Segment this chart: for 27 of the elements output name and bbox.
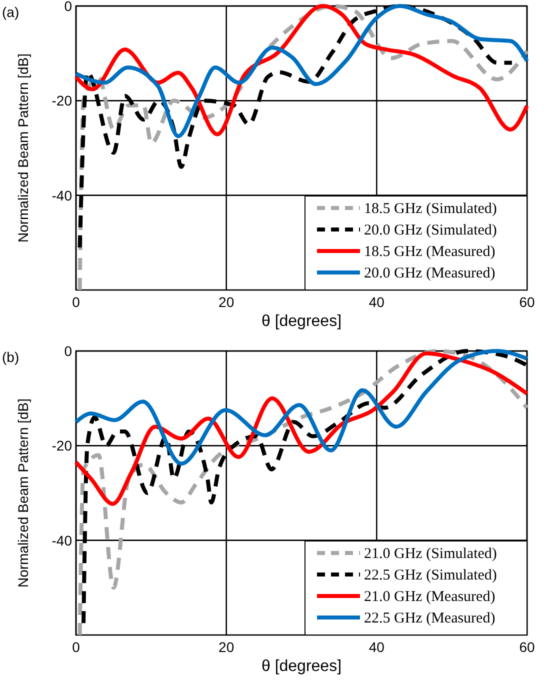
legend-label: 18.5 GHz (Measured)	[364, 244, 496, 260]
legend-label: 21.0 GHz (Measured)	[364, 589, 496, 605]
y-axis-title: Normalized Beam Pattern [dB]	[15, 53, 31, 243]
y-tick-label: -40	[52, 187, 72, 204]
legend-label: 21.0 GHz (Simulated)	[364, 546, 497, 562]
legend-label: 20.0 GHz (Measured)	[364, 266, 496, 282]
line-series	[78, 4, 529, 292]
y-tick-label: 0	[64, 0, 72, 14]
text: (b)	[2, 349, 20, 365]
x-tick-label: 60	[519, 639, 535, 655]
x-tick-label: 20	[218, 639, 234, 655]
y-axis-title: Normalized Beam Pattern [dB]	[15, 398, 31, 588]
y-tick-label: 0	[64, 343, 72, 359]
y-tick-label: -20	[52, 438, 72, 454]
x-axis-title: θ [degrees]	[261, 313, 342, 330]
text: (a)	[2, 4, 20, 20]
y-tick-label: -40	[52, 532, 72, 548]
x-axis-title: θ [degrees]	[261, 658, 342, 675]
legend-label: 18.5 GHz (Simulated)	[364, 201, 497, 217]
x-tick-label: 40	[368, 639, 385, 655]
legend-label: 20.0 GHz (Simulated)	[364, 222, 497, 238]
x-tick-label: 60	[519, 294, 535, 310]
legend-label: 22.5 GHz (Measured)	[364, 610, 496, 626]
y-tick-label: -20	[52, 92, 72, 109]
legend-label: 22.5 GHz (Simulated)	[364, 568, 497, 584]
x-tick-label: 20	[218, 294, 234, 310]
x-tick-label: 40	[368, 294, 385, 310]
